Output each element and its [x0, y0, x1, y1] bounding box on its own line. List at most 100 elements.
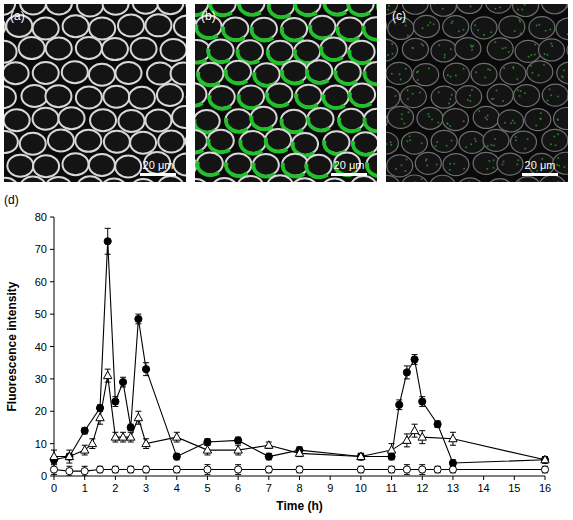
panel-label: (d): [4, 193, 19, 207]
marker: [357, 453, 364, 460]
green-signal: [308, 117, 329, 131]
x-tick-label: 14: [478, 482, 490, 494]
cell: [431, 86, 457, 108]
cell: [351, 176, 377, 182]
cell: [116, 62, 142, 84]
cell: [197, 153, 223, 175]
cell: [76, 86, 102, 108]
error-bar: [143, 466, 149, 472]
green-speck: [530, 65, 532, 67]
marker: [357, 452, 365, 460]
marker: [88, 439, 96, 447]
green-speck: [486, 168, 488, 170]
green-signal: [269, 4, 290, 17]
cell: [567, 39, 568, 61]
x-tick-label: 11: [386, 482, 397, 494]
green-speck: [516, 163, 518, 165]
green-speck: [468, 181, 470, 182]
cell: [209, 86, 235, 108]
green-speck: [463, 29, 465, 31]
cell: [388, 106, 414, 128]
green-speck: [427, 113, 429, 115]
cell: [514, 85, 540, 107]
green-speck: [520, 32, 522, 34]
green-speck: [501, 163, 503, 165]
green-signal: [353, 141, 374, 155]
green-speck: [486, 118, 488, 120]
error-bar: [297, 466, 303, 472]
cell: [337, 18, 363, 40]
green-speck: [502, 100, 504, 102]
green-speck: [557, 95, 559, 97]
cell: [455, 38, 481, 60]
green-speck: [428, 116, 430, 118]
green-speck: [490, 144, 492, 146]
cell: [265, 129, 291, 151]
cell: [131, 38, 157, 60]
green-speck: [386, 143, 387, 145]
x-tick-label: 16: [539, 482, 551, 494]
cell: [133, 4, 159, 14]
cell: [306, 60, 332, 82]
green-speck: [422, 45, 424, 47]
cell: [195, 179, 209, 182]
green-speck: [503, 67, 505, 69]
green-speck: [550, 94, 552, 96]
green-speck: [405, 68, 407, 70]
cell: [89, 17, 115, 39]
x-tick-label: 13: [447, 482, 459, 494]
marker: [403, 369, 410, 376]
green-speck: [405, 25, 407, 27]
cell: [4, 41, 17, 63]
marker: [295, 449, 303, 457]
green-speck: [474, 24, 476, 26]
green-speck: [429, 22, 431, 24]
cell: [366, 154, 377, 176]
cell: [240, 131, 266, 153]
green-speck: [508, 51, 510, 53]
y-tick: [50, 476, 54, 477]
error-bar: [419, 465, 425, 475]
cell: [195, 83, 206, 105]
scale-bar: [522, 173, 558, 176]
green-speck: [390, 141, 392, 143]
cell: [443, 63, 469, 85]
green-speck: [557, 181, 559, 182]
cell: [400, 86, 426, 108]
green-speck: [470, 143, 472, 145]
cell: [511, 131, 537, 153]
error-bar: [450, 466, 456, 472]
green-speck: [536, 24, 538, 26]
green-speck: [401, 118, 403, 120]
y-tick: [50, 346, 54, 347]
green-signal: [268, 50, 289, 64]
x-tick-label: 5: [204, 482, 210, 494]
green-speck: [524, 148, 526, 150]
cell: [174, 16, 186, 38]
green-signal: [365, 118, 377, 132]
x-tick: [207, 476, 208, 480]
x-tick-label: 1: [82, 482, 88, 494]
marker: [119, 433, 127, 441]
x-tick-label: 0: [51, 482, 57, 494]
marker: [81, 427, 88, 434]
green-speck: [409, 139, 411, 141]
cell: [267, 41, 293, 63]
cell: [413, 15, 439, 37]
cell: [457, 178, 483, 182]
marker: [434, 466, 441, 473]
green-signal: [240, 140, 261, 154]
x-tick: [330, 476, 331, 480]
green-speck: [546, 54, 548, 56]
green-speck: [436, 141, 438, 143]
y-tick-label: 10: [35, 438, 47, 450]
y-tick: [50, 378, 54, 379]
green-signal: [195, 49, 206, 63]
green-speck: [403, 122, 405, 124]
green-speck: [514, 30, 516, 32]
green-speck: [535, 124, 537, 126]
green-speck: [409, 135, 411, 137]
green-speck: [449, 169, 451, 171]
cell: [487, 84, 513, 106]
green-speck: [416, 71, 418, 73]
